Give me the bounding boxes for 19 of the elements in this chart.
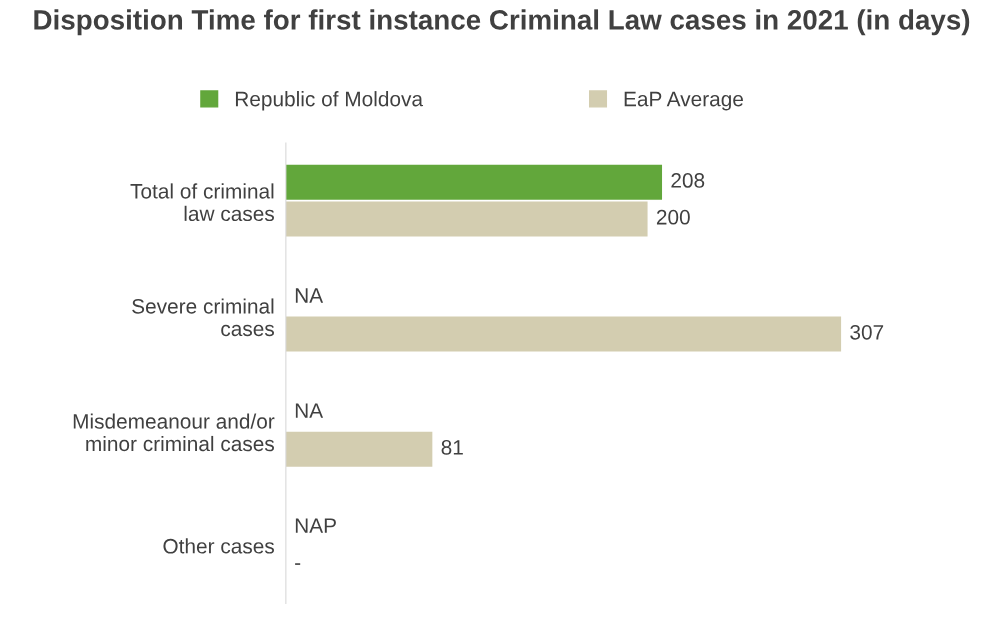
data-label: 200 [656,209,690,225]
bar [285,316,842,352]
y-tick-label: Misdemeanour and/or minor criminal cases [73,413,275,452]
bar [285,431,433,467]
data-label: 208 [671,173,705,188]
bar [285,164,663,200]
data-label: 81 [441,439,463,455]
y-tick-label: Total of criminal law cases [130,183,274,222]
text: NA [295,288,324,303]
text: NA [295,403,324,418]
chart-title: Disposition Time for first instance Criminal Law cases in 2021 (in days) [34,9,970,36]
bar [285,201,648,237]
y-tick-label: Severe criminal cases [132,298,274,337]
text: NAP [295,518,336,533]
y-tick-label: Other cases [163,538,274,554]
text: - [295,563,301,565]
data-label: 307 [850,324,884,340]
legend-label: Republic of Moldova [235,91,424,111]
legend-label: EaP Average [624,91,743,111]
